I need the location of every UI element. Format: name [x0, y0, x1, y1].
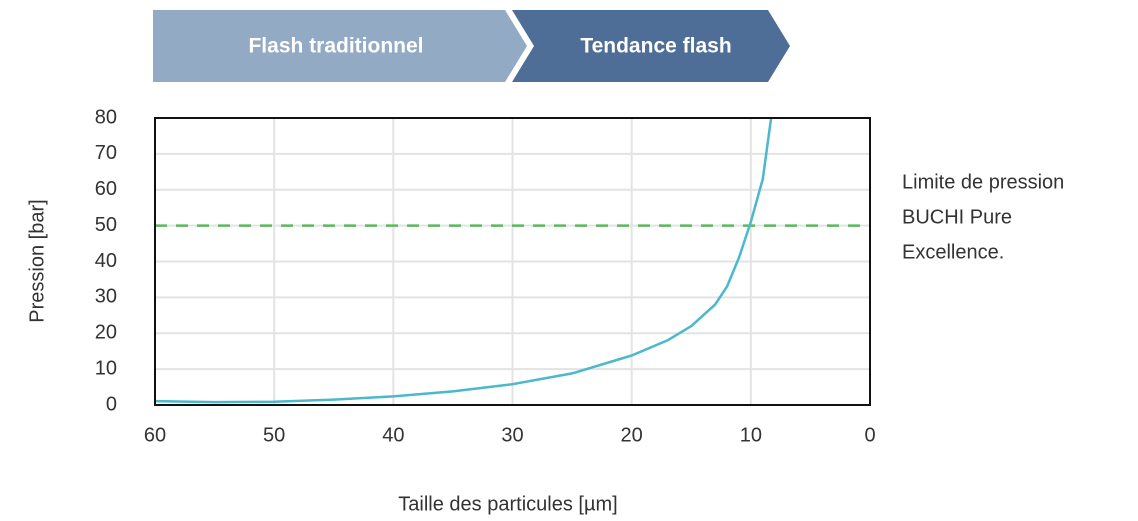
banner [512, 10, 790, 82]
annotation: Excellence. [902, 241, 1004, 263]
x-tick-label: 60 [144, 424, 166, 446]
y-tick-label: 10 [95, 357, 117, 379]
banner-label: Flash traditionnel [248, 35, 423, 58]
x-tick-label: 0 [864, 424, 875, 446]
x-tick-label: 30 [501, 424, 523, 446]
banner [153, 10, 527, 82]
plot-frame [154, 117, 871, 406]
annotation: BUCHI Pure [902, 206, 1012, 228]
annotation: Limite de pression [902, 171, 1064, 193]
y-tick-label: 40 [95, 250, 117, 272]
data-line [154, 117, 773, 404]
x-axis-label: Taille des particules [µm] [398, 493, 617, 515]
y-axis-label: Pression [bar] [26, 199, 48, 322]
y-tick-label: 20 [95, 322, 117, 344]
banner-label: Tendance flash [580, 35, 731, 58]
y-tick-label: 0 [106, 393, 117, 415]
x-tick-label: 50 [263, 424, 285, 446]
y-tick-label: 80 [95, 106, 117, 128]
x-tick-label: 40 [382, 424, 404, 446]
x-tick-label: 10 [740, 424, 762, 446]
y-tick-label: 50 [95, 214, 117, 236]
y-tick-label: 70 [95, 142, 117, 164]
y-tick-label: 60 [95, 178, 117, 200]
y-tick-label: 30 [95, 286, 117, 308]
x-tick-label: 20 [621, 424, 643, 446]
